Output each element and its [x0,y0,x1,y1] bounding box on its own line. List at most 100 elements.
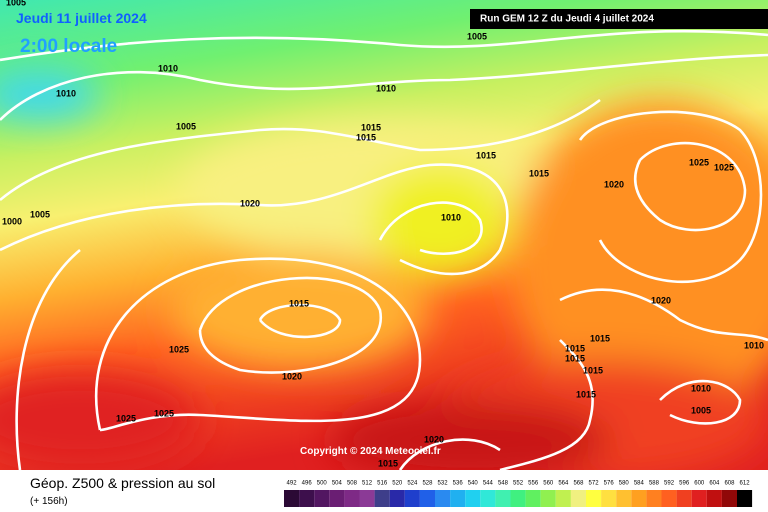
isobar-label: 1015 [378,458,398,468]
scale-swatch [525,490,541,507]
scale-label: 608 [724,481,735,487]
scale-swatch [359,490,375,507]
scale-label: 564 [558,481,569,487]
scale-swatch [540,490,556,507]
isobar-label: 1005 [467,31,487,41]
scale-swatch [631,490,647,507]
run-info: Run GEM 12 Z du Jeudi 4 juillet 2024 [480,14,654,25]
scale-label: 568 [573,481,584,487]
scale-swatch [737,490,753,507]
isobar-label: 1005 [6,0,26,7]
scale-label: 548 [498,481,509,487]
footer-title: Géop. Z500 & pression au sol [30,475,215,491]
scale-label: 520 [392,481,403,487]
scale-swatch [646,490,662,507]
isobar-label: 1025 [714,162,734,172]
scale-label: 532 [438,481,449,487]
scale-label: 528 [422,481,433,487]
scale-swatch [419,490,435,507]
scale-swatch [374,490,390,507]
isobar-label: 1015 [565,343,585,353]
scale-swatch [570,490,586,507]
isobar-label: 1015 [476,150,496,160]
isobar-label: 1025 [116,413,136,423]
scale-label: 580 [619,481,630,487]
scale-swatch [586,490,602,507]
isobar-label: 1025 [169,344,189,354]
scale-label: 524 [407,481,418,487]
scale-swatch [706,490,722,507]
isobar-label: 1020 [651,295,671,305]
scale-label: 592 [664,481,675,487]
isobar-label: 1015 [529,168,549,178]
scale-swatch [314,490,330,507]
scale-label: 612 [740,481,751,487]
scale-swatch [495,490,511,507]
isobar-label: 1010 [56,88,76,98]
isobar-label: 1015 [565,353,585,363]
scale-label: 516 [377,481,388,487]
isobar-label: 1020 [282,371,302,381]
isobar-label: 1025 [689,157,709,167]
scale-swatch [510,490,526,507]
scale-swatch [601,490,617,507]
scale-swatch [465,490,481,507]
isobar-label: 1015 [583,365,603,375]
scale-swatch [404,490,420,507]
copyright: Copyright © 2024 Meteociel.fr [300,446,441,457]
scale-label: 556 [528,481,539,487]
scale-swatch [329,490,345,507]
scale-label: 604 [709,481,720,487]
scale-label: 560 [543,481,554,487]
scale-swatch [435,490,451,507]
scale-swatch [555,490,571,507]
scale-label: 544 [483,481,494,487]
scale-label: 492 [287,481,298,487]
scale-label: 500 [317,481,328,487]
isobar-label: 1015 [576,389,596,399]
scale-label: 596 [679,481,690,487]
scale-label: 536 [453,481,464,487]
scale-swatch [389,490,405,507]
scale-label: 588 [649,481,660,487]
isobar-label: 1010 [158,63,178,73]
scale-swatch [299,490,315,507]
scale-label: 572 [589,481,600,487]
scale-swatch [661,490,677,507]
scale-swatch [676,490,692,507]
local-time: 2:00 locale [20,36,117,57]
background-field [0,0,768,480]
scale-label: 600 [694,481,705,487]
scale-label: 504 [332,481,343,487]
scale-swatch [450,490,466,507]
scale-label: 576 [604,481,615,487]
isobar-label: 1020 [424,434,444,444]
isobar-label: 1025 [154,408,174,418]
scale-swatch [691,490,707,507]
run-banner [470,9,768,29]
color-scale: 492 496 500 504 508 512 516 520 524 528 532 536 540 5… [284,481,753,507]
scale-swatch [721,490,737,507]
isobars [0,29,768,472]
scale-label: 540 [468,481,479,487]
date: Jeudi 11 juillet 2024 [16,10,147,26]
scale-swatch [480,490,496,507]
isobar-label: 1010 [376,83,396,93]
scale-label: 584 [634,481,645,487]
isobar-label: 1015 [590,333,610,343]
isobar-label: 1010 [744,340,764,350]
scale-swatch [344,490,360,507]
scale-swatch [284,490,300,507]
scale-label: 496 [302,481,313,487]
isobar-label: 1010 [441,212,461,222]
isobar-label: 1010 [691,383,711,393]
isobar-label: 1020 [240,198,260,208]
isobar-label: 1015 [361,122,381,132]
scale-label: 508 [347,481,358,487]
isobar-label: 1005 [691,405,711,415]
isobar-label: 1000 [2,216,22,226]
isobar-label: 1020 [604,179,624,189]
isobar-label: 1005 [176,121,196,131]
